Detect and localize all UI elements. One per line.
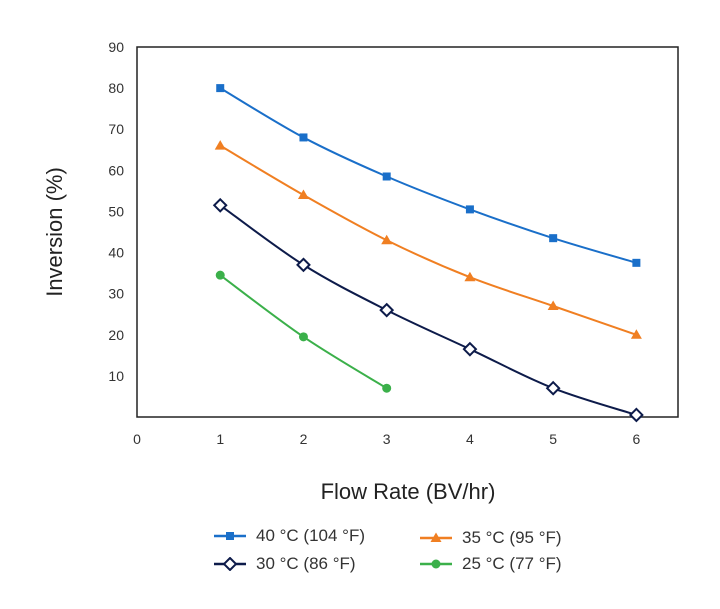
data-point bbox=[214, 140, 226, 150]
legend-label: 30 °C (86 °F) bbox=[256, 554, 356, 573]
y-axis-ticks: 10 20 30 40 50 60 70 80 90 bbox=[108, 39, 124, 384]
data-point bbox=[296, 257, 311, 273]
legend-item: 35 °C (95 °F) bbox=[418, 526, 562, 550]
y-tick-label: 20 bbox=[108, 327, 124, 343]
legend-marker bbox=[430, 532, 442, 542]
legend-item: 40 °C (104 °F) bbox=[212, 524, 365, 548]
x-tick-label: 1 bbox=[216, 431, 224, 447]
series-line bbox=[219, 204, 637, 416]
data-point bbox=[462, 341, 478, 357]
data-point bbox=[632, 258, 641, 267]
series-1 bbox=[216, 84, 641, 267]
data-point bbox=[549, 234, 558, 243]
x-axis-ticks: 0 1 2 3 4 5 6 bbox=[133, 431, 640, 447]
x-tick-label: 5 bbox=[549, 431, 557, 447]
series-line bbox=[219, 87, 637, 264]
x-tick-label: 6 bbox=[632, 431, 640, 447]
data-point bbox=[465, 205, 474, 214]
legend-swatch bbox=[420, 559, 452, 569]
data-point bbox=[628, 407, 644, 423]
data-point bbox=[382, 172, 391, 181]
legend-label: 25 °C (77 °F) bbox=[462, 554, 562, 573]
legend-marker bbox=[431, 559, 441, 569]
y-tick-label: 10 bbox=[108, 368, 124, 384]
legend-label: 40 °C (104 °F) bbox=[256, 526, 366, 545]
data-point bbox=[216, 84, 225, 93]
x-tick-label: 4 bbox=[466, 431, 474, 447]
data-point bbox=[212, 197, 228, 213]
series-3 bbox=[212, 197, 644, 423]
data-point bbox=[297, 189, 309, 199]
y-tick-label: 30 bbox=[108, 286, 124, 302]
y-tick-label: 50 bbox=[108, 203, 124, 219]
legend-label: 35 °C (95 °F) bbox=[462, 528, 562, 547]
data-point bbox=[379, 302, 395, 318]
data-point bbox=[630, 329, 642, 339]
legend-swatch bbox=[214, 532, 246, 540]
series-2 bbox=[214, 140, 642, 339]
x-tick-label: 2 bbox=[300, 431, 308, 447]
data-point bbox=[382, 383, 392, 393]
data-point bbox=[547, 300, 559, 310]
legend-item: 30 °C (86 °F) bbox=[212, 552, 356, 576]
plot-area bbox=[136, 46, 679, 418]
y-tick-label: 90 bbox=[108, 39, 124, 55]
data-point bbox=[298, 332, 308, 342]
data-point bbox=[381, 234, 393, 245]
legend-swatch bbox=[214, 557, 246, 571]
series-layer bbox=[212, 84, 644, 423]
series-4 bbox=[215, 270, 392, 393]
series-line bbox=[219, 144, 637, 336]
legend-marker bbox=[226, 532, 234, 540]
series-line bbox=[219, 274, 388, 390]
x-tick-label: 0 bbox=[133, 431, 141, 447]
chart-legend: 40 °C (104 °F) 35 °C (95 °F) 30 °C (86 °F)… bbox=[212, 524, 612, 584]
x-axis-title: Flow Rate (BV/hr) bbox=[321, 479, 496, 504]
data-point bbox=[464, 271, 476, 282]
data-point bbox=[299, 133, 308, 142]
y-tick-label: 40 bbox=[108, 245, 124, 261]
legend-swatch bbox=[420, 532, 452, 542]
data-point bbox=[215, 270, 225, 280]
legend-item: 25 °C (77 °F) bbox=[418, 552, 562, 576]
legend-marker bbox=[222, 557, 238, 571]
y-tick-label: 70 bbox=[108, 121, 124, 137]
x-tick-label: 3 bbox=[383, 431, 391, 447]
y-tick-label: 60 bbox=[108, 162, 124, 178]
data-point bbox=[545, 380, 561, 396]
y-axis-title: Inversion (%) bbox=[42, 167, 67, 297]
y-tick-label: 80 bbox=[108, 80, 124, 96]
